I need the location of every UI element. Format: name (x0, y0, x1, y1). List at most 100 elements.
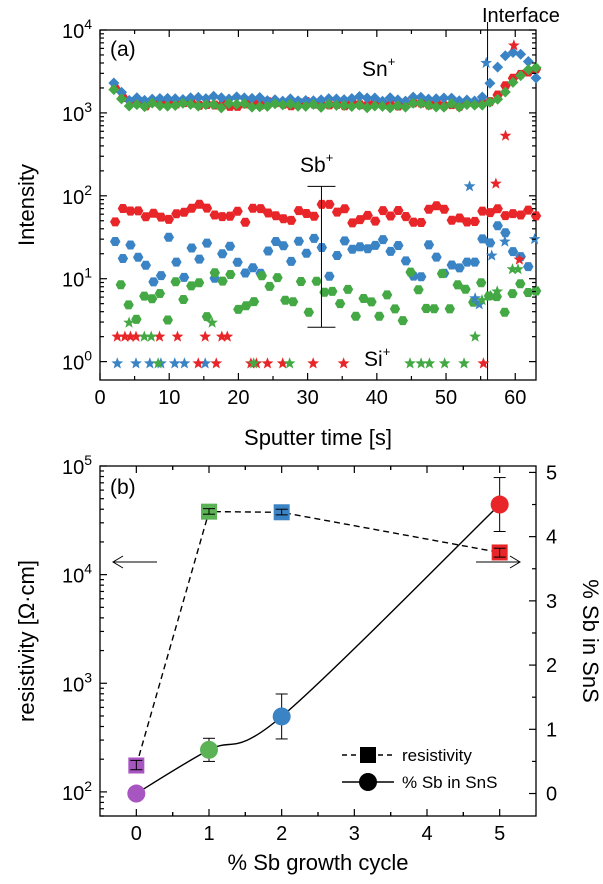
data-point (423, 240, 435, 250)
legend-resistivity: resistivity (342, 746, 472, 765)
data-point (208, 90, 220, 102)
legend-resistivity-label: resistivity (402, 746, 472, 765)
data-point (431, 252, 442, 262)
star-point (307, 357, 320, 369)
data-point (393, 206, 404, 215)
data-point (123, 100, 135, 112)
data-point (324, 271, 335, 281)
y-tick-label: 104 (62, 16, 92, 43)
data-point (407, 97, 419, 109)
star-point (210, 357, 223, 369)
legend: resistivity % Sb in SnS (342, 746, 497, 792)
data-point (421, 303, 432, 313)
data-point (192, 100, 204, 112)
data-point (405, 267, 416, 277)
data-point (507, 46, 519, 58)
x-tick-label: 4 (421, 823, 432, 845)
tick-exp: 4 (84, 16, 92, 32)
data-point (231, 98, 243, 110)
data-point (272, 273, 283, 283)
x-tick-label: 50 (435, 387, 457, 409)
data-point (400, 212, 412, 222)
data-point (430, 101, 442, 113)
legend-square-marker (360, 747, 376, 763)
x-tick-label: 1 (203, 823, 214, 845)
data-point (338, 99, 350, 111)
data-point (170, 277, 181, 287)
data-point (232, 257, 243, 267)
data-point (125, 240, 136, 250)
data-point (523, 288, 534, 297)
data-point (460, 284, 471, 294)
data-point (444, 304, 455, 314)
y2-tick-label: 5 (546, 462, 557, 484)
data-point (423, 99, 435, 111)
legend-sb-label: % Sb in SnS (402, 773, 497, 792)
star-point (119, 330, 131, 342)
data-point (361, 92, 373, 104)
data-point (507, 76, 519, 88)
data-point (454, 213, 465, 223)
star-point (485, 249, 498, 261)
data-point (392, 100, 404, 112)
star-point (458, 357, 470, 369)
y2-tick-label: 4 (546, 527, 557, 549)
data-point (154, 92, 166, 104)
series-red-sb (110, 199, 542, 228)
data-point (209, 268, 220, 278)
data-point (139, 291, 150, 301)
star-point (221, 330, 234, 342)
x-tick-label: 2 (276, 823, 287, 845)
data-point (523, 262, 534, 272)
data-point (240, 217, 251, 227)
data-point (354, 242, 366, 252)
y2-tick-label: 0 (546, 784, 557, 806)
data-point (224, 241, 236, 251)
star-point (491, 285, 504, 297)
data-point (339, 236, 350, 246)
data-point (303, 307, 314, 317)
data-point (231, 91, 243, 103)
data-point (400, 256, 412, 266)
data-point (192, 91, 204, 103)
data-point (400, 95, 412, 107)
series-green-sn (108, 62, 542, 114)
star-point (111, 330, 124, 342)
data-point (331, 207, 343, 217)
star-point (153, 330, 166, 342)
tick-base: 10 (62, 270, 84, 292)
data-point (123, 300, 134, 310)
data-point (240, 301, 252, 311)
data-point (416, 272, 427, 282)
data-point (342, 284, 354, 294)
data-point (507, 289, 518, 299)
data-point (392, 94, 404, 106)
panel-a-y-title: Intensity (14, 164, 39, 246)
data-point (162, 100, 174, 112)
star-point (138, 330, 151, 342)
data-point (293, 206, 304, 216)
star-point (423, 357, 436, 369)
y-tick-label: 102 (62, 182, 92, 209)
star-point (499, 235, 511, 247)
data-point (217, 249, 228, 259)
y-tick-label: 103 (62, 99, 92, 126)
x-tick-label: 40 (366, 387, 388, 409)
star-point (415, 357, 427, 369)
data-point (324, 199, 335, 209)
data-point (295, 277, 307, 286)
data-point (461, 257, 473, 267)
data-point (523, 205, 534, 215)
tick-base: 10 (62, 353, 84, 375)
data-point (507, 209, 519, 219)
x-tick-label: 60 (504, 387, 526, 409)
data-point (446, 98, 458, 110)
data-point (269, 98, 281, 110)
star-point (199, 330, 212, 342)
star-point (337, 357, 350, 369)
y2-tick-label: 3 (546, 591, 557, 613)
y2-tick-label: 2 (546, 655, 557, 677)
star-point (499, 129, 512, 141)
data-point (232, 206, 243, 216)
data-point (301, 209, 312, 218)
